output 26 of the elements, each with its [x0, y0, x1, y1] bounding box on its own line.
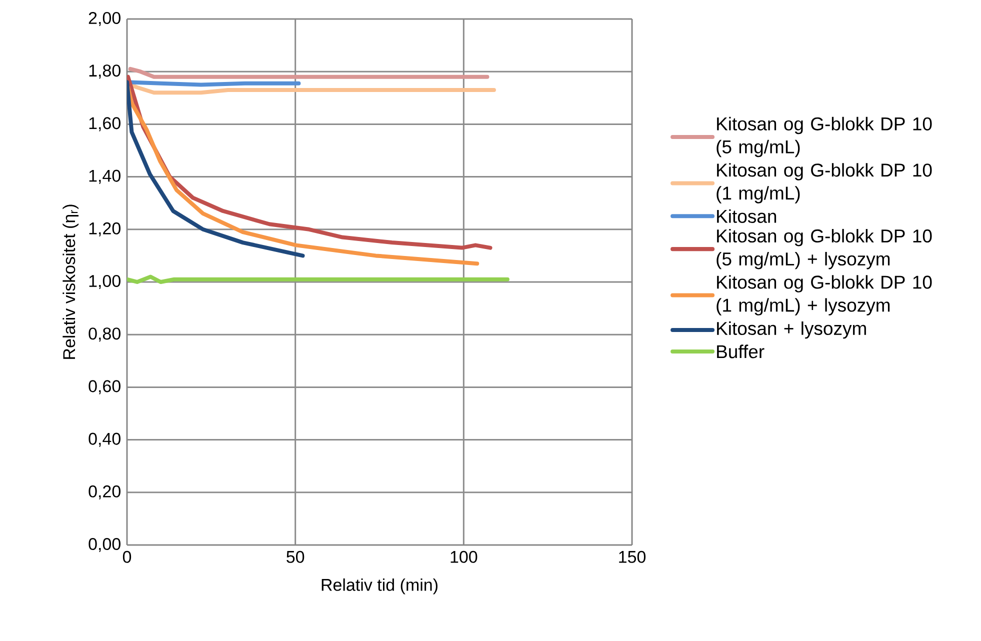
y-tick-label: 1,20 — [89, 222, 120, 236]
y-tick-label: 0,40 — [88, 432, 120, 447]
y-tick-label: 0,80 — [88, 328, 120, 342]
y-tick-label: 1,80 — [89, 64, 120, 79]
y-tick-label: 1,60 — [89, 117, 120, 132]
line-series — [127, 80, 305, 258]
y-tick-label: 0,60 — [88, 380, 120, 394]
x-tick-label: 50 — [286, 550, 304, 563]
x-tick-label: 150 — [619, 550, 646, 563]
legend-label: Kitosan og G-blokk DP 10 (1 mg/mL) + lysozym — [716, 275, 932, 316]
y-tick-label: 0,20 — [88, 485, 120, 500]
x-tick-label: 0 — [122, 550, 132, 563]
y-tick-label: 1,00 — [89, 274, 120, 290]
legend-label: Kitosan og G-blokk DP 10 (5 mg/mL) + lysozym — [716, 228, 932, 270]
line-series — [127, 85, 480, 266]
legend-label: Buffer — [717, 344, 764, 358]
y-tick-label: 2,00 — [88, 12, 120, 26]
y-axis-title: Relativ viskositet (η$_{r}$) — [62, 204, 79, 359]
legend-label: Kitosan og G-blokk DP 10 (5 mg/mL) — [716, 116, 932, 158]
legend-label: Kitosan — [717, 209, 776, 223]
legend-label: Kitosan og G-blokk DP 10 (1 mg/mL) — [716, 163, 932, 204]
y-tick-label: 0,00 — [88, 538, 120, 552]
legend-label: Kitosan + lysozym — [717, 321, 866, 339]
x-tick-label: 100 — [450, 550, 478, 563]
x-axis-title: Relativ tid (min) — [322, 578, 438, 594]
y-tick-label: 1,40 — [89, 170, 120, 184]
